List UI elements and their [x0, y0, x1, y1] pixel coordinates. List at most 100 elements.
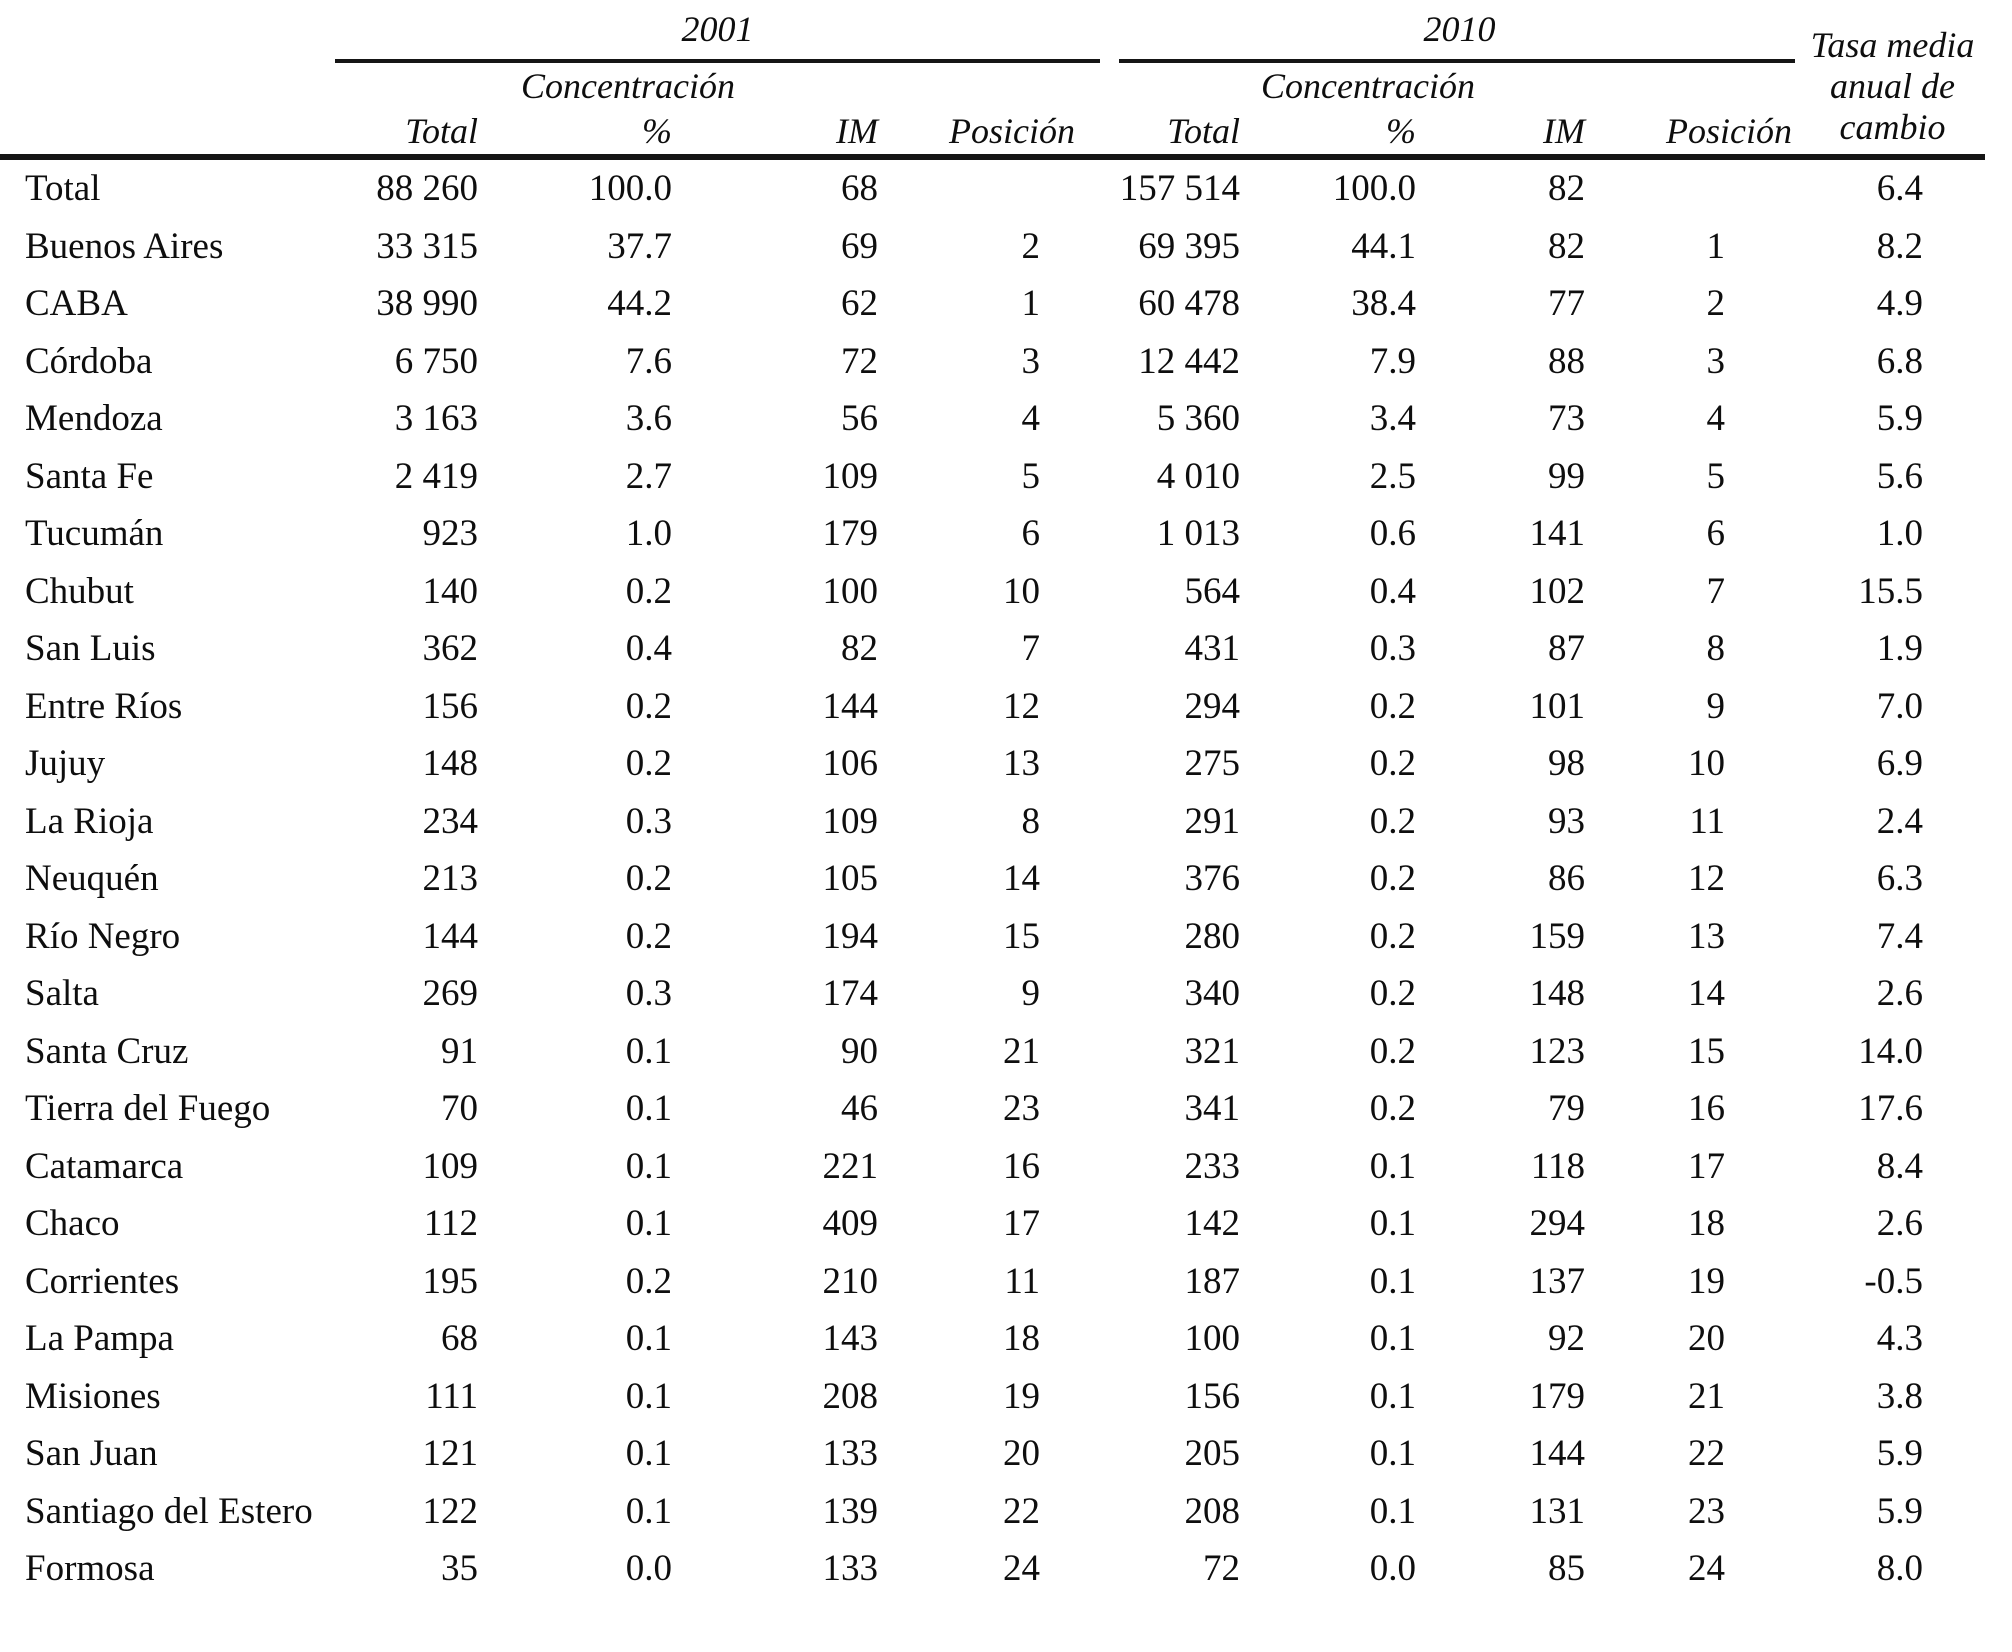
value-cell: 13: [1003, 743, 1040, 785]
value-cell: 82: [841, 628, 878, 670]
value-cell: 0.1: [625, 1375, 672, 1417]
value-cell: 144: [822, 685, 879, 727]
value-cell: 0.2: [625, 915, 672, 957]
value-cell: 5.9: [1876, 398, 1923, 440]
value-cell: 0.1: [1369, 1203, 1416, 1245]
value-cell: 82: [1548, 168, 1585, 210]
value-cell: 7.4: [1876, 915, 1923, 957]
value-cell: 179: [1529, 1375, 1586, 1417]
value-cell: 68: [841, 168, 878, 210]
table-row: Córdoba 6 750 7.6 72 3 12 442 7.9 88 3 6.8: [0, 333, 1985, 391]
year-2001-rule: [335, 59, 1100, 63]
value-cell: 0.1: [625, 1433, 672, 1475]
value-cell: 24: [1003, 1548, 1040, 1590]
value-cell: 4: [1021, 398, 1041, 440]
value-cell: 15.5: [1858, 570, 1923, 612]
value-cell: 321: [1184, 1030, 1241, 1072]
value-cell: 6 750: [394, 340, 478, 382]
value-cell: 294: [1184, 685, 1241, 727]
value-cell: 62: [841, 283, 878, 325]
value-cell: 15: [1688, 1030, 1725, 1072]
value-cell: 275: [1184, 743, 1241, 785]
table-row: Río Negro 144 0.2 194 15 280 0.2 159 13 7.4: [0, 908, 1985, 966]
value-cell: 13: [1688, 915, 1725, 957]
value-cell: 60 478: [1138, 283, 1240, 325]
table-row: Corrientes 195 0.2 210 11 187 0.1 137 19 -0.5: [0, 1253, 1985, 1311]
value-cell: 72: [1203, 1548, 1240, 1590]
province-name-cell: Formosa: [25, 1548, 155, 1590]
value-cell: 20: [1688, 1318, 1725, 1360]
spacer: [1597, 63, 1800, 108]
value-cell: 205: [1184, 1433, 1241, 1475]
value-cell: 16: [1688, 1088, 1725, 1130]
value-cell: 21: [1688, 1375, 1725, 1417]
value-cell: 8.2: [1876, 225, 1923, 267]
value-cell: 15: [1003, 915, 1040, 957]
concentracion-header-row: Concentración Concentración: [0, 63, 1985, 108]
value-cell: 69: [841, 225, 878, 267]
value-cell: 3: [1021, 340, 1041, 382]
value-cell: 98: [1548, 743, 1585, 785]
province-name-cell: Catamarca: [25, 1145, 184, 1187]
table-row: Total 88 260 100.0 68 157 514 100.0 82 6.4: [0, 157, 1985, 218]
value-cell: 79: [1548, 1088, 1585, 1130]
table-header: 2001 2010 Tasa media anual de cambio Con…: [0, 0, 1985, 160]
value-cell: 12: [1688, 858, 1725, 900]
table-row: Chaco 112 0.1 409 17 142 0.1 294 18 2.6: [0, 1195, 1985, 1253]
table-row: Catamarca 109 0.1 221 16 233 0.1 118 17 8.4: [0, 1138, 1985, 1196]
value-cell: -0.5: [1864, 1260, 1923, 1302]
value-cell: 156: [1184, 1375, 1241, 1417]
value-cell: 17: [1688, 1145, 1725, 1187]
tasa-media-line1: Tasa media: [1810, 25, 1975, 65]
value-cell: 148: [1529, 973, 1586, 1015]
value-cell: 5.6: [1876, 455, 1923, 497]
value-cell: 362: [422, 628, 479, 670]
value-cell: 7.9: [1369, 340, 1416, 382]
value-cell: 6: [1021, 513, 1041, 555]
value-cell: 0.2: [1369, 1030, 1416, 1072]
province-name-cell: Jujuy: [25, 743, 106, 785]
value-cell: 142: [1184, 1203, 1241, 1245]
value-cell: 0.1: [625, 1145, 672, 1187]
year-2010-label: 2010: [1423, 9, 1496, 49]
value-cell: 101: [1529, 685, 1586, 727]
province-name-cell: Chubut: [25, 570, 134, 612]
value-cell: 0.2: [625, 743, 672, 785]
value-cell: 0.1: [1369, 1260, 1416, 1302]
value-cell: 12: [1003, 685, 1040, 727]
value-cell: 294: [1529, 1203, 1586, 1245]
value-cell: 6.8: [1876, 340, 1923, 382]
value-cell: 159: [1529, 915, 1586, 957]
value-cell: 70: [441, 1088, 478, 1130]
value-cell: 139: [822, 1490, 879, 1532]
concentracion-2001-header: Concentración: [521, 65, 735, 106]
province-name-cell: Salta: [25, 973, 99, 1015]
value-cell: 88: [1548, 340, 1585, 382]
value-cell: 6.3: [1876, 858, 1923, 900]
value-cell: 0.3: [625, 800, 672, 842]
year-2010-group-header: 2010: [1100, 0, 1800, 63]
value-cell: 109: [822, 800, 879, 842]
value-cell: 0.1: [625, 1088, 672, 1130]
im-2010-col-header: IM: [1490, 108, 1597, 160]
value-cell: 5: [1706, 455, 1726, 497]
value-cell: 409: [822, 1203, 879, 1245]
province-name-cell: Santa Cruz: [25, 1030, 189, 1072]
value-cell: 0.2: [1369, 915, 1416, 957]
province-name-cell: Santiago del Estero: [25, 1490, 313, 1532]
table-row: La Pampa 68 0.1 143 18 100 0.1 92 20 4.3: [0, 1310, 1985, 1368]
value-cell: 0.2: [1369, 685, 1416, 727]
table-row: Jujuy 148 0.2 106 13 275 0.2 98 10 6.9: [0, 735, 1985, 793]
value-cell: 1.9: [1876, 628, 1923, 670]
value-cell: 121: [422, 1433, 479, 1475]
value-cell: 0.0: [625, 1548, 672, 1590]
spacer: [250, 63, 490, 108]
table-row: Formosa 35 0.0 133 24 72 0.0 85 24 8.0: [0, 1540, 1985, 1598]
value-cell: 4.9: [1876, 283, 1923, 325]
value-cell: 269: [422, 973, 479, 1015]
value-cell: 68: [441, 1318, 478, 1360]
value-cell: 0.1: [1369, 1318, 1416, 1360]
year-2001-label: 2001: [681, 9, 754, 49]
spacer: [0, 108, 250, 160]
province-name-cell: Chaco: [25, 1203, 120, 1245]
